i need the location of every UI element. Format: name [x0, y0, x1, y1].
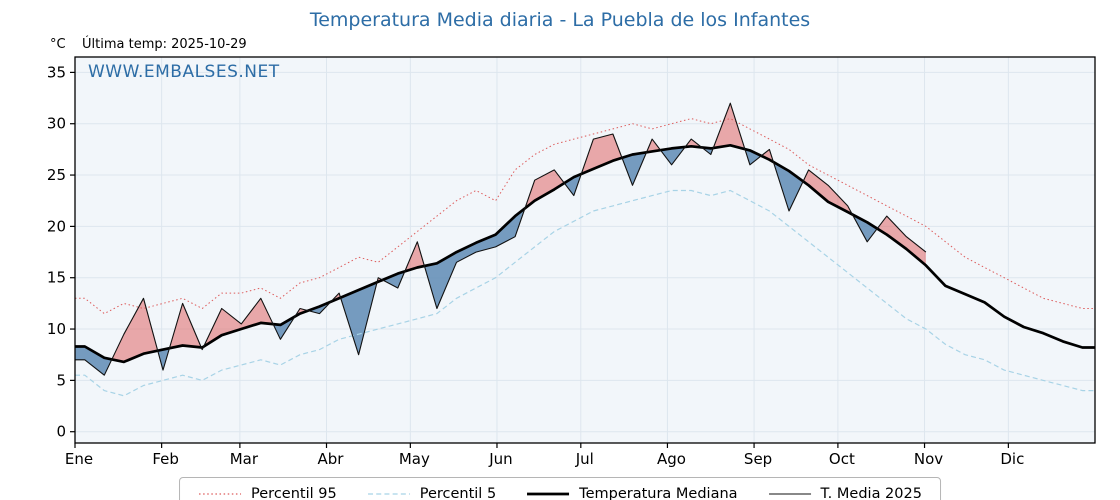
legend: Percentil 95 Percentil 5 Temperatura Med… [179, 477, 941, 500]
svg-text:15: 15 [47, 269, 66, 287]
svg-text:5: 5 [56, 371, 66, 389]
svg-text:35: 35 [47, 63, 66, 81]
svg-text:Oct: Oct [829, 450, 855, 468]
watermark-text: WWW.EMBALSES.NET [88, 62, 280, 82]
svg-text:25: 25 [47, 166, 66, 184]
last-temp-label: Última temp: 2025-10-29 [82, 37, 247, 52]
svg-text:May: May [399, 450, 430, 468]
legend-sample-1 [367, 488, 411, 500]
legend-label-percentil-5: Percentil 5 [419, 486, 497, 500]
svg-text:Nov: Nov [914, 450, 943, 468]
svg-text:Ene: Ene [65, 450, 93, 468]
svg-text:30: 30 [47, 115, 66, 133]
svg-text:10: 10 [47, 320, 66, 338]
svg-text:Sep: Sep [744, 450, 772, 468]
svg-text:Mar: Mar [230, 450, 259, 468]
legend-sample-2 [526, 488, 570, 500]
svg-text:Ago: Ago [657, 450, 686, 468]
svg-text:Jul: Jul [575, 450, 594, 468]
legend-label-percentil-95: Percentil 95 [251, 486, 337, 500]
legend-sample-3 [768, 488, 812, 500]
svg-text:Abr: Abr [318, 450, 345, 468]
legend-item-media-2025: T. Media 2025 [768, 486, 922, 500]
legend-label-media-2025: T. Media 2025 [820, 486, 922, 500]
legend-item-mediana: Temperatura Mediana [526, 486, 738, 500]
legend-item-percentil-95: Percentil 95 [198, 486, 337, 500]
svg-text:Dic: Dic [1000, 450, 1024, 468]
legend-item-percentil-5: Percentil 5 [367, 486, 496, 500]
legend-sample-0 [198, 488, 242, 500]
svg-text:0: 0 [56, 423, 66, 441]
chart-title: Temperatura Media diaria - La Puebla de … [309, 9, 811, 31]
svg-text:Jun: Jun [488, 450, 512, 468]
svg-text:20: 20 [47, 217, 66, 235]
legend-label-mediana: Temperatura Mediana [579, 486, 738, 500]
svg-text:Feb: Feb [152, 450, 179, 468]
y-axis-unit-label: °C [50, 37, 66, 52]
